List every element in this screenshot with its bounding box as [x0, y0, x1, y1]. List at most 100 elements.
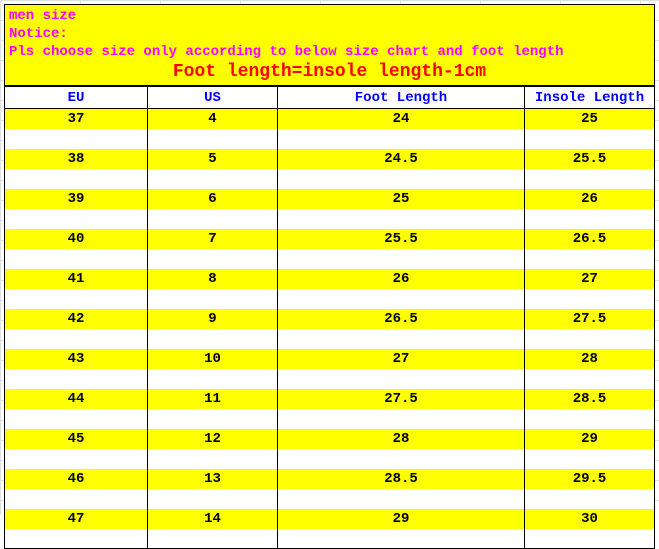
table-row: 43102728 [5, 349, 655, 369]
stripe-cell [525, 129, 655, 149]
stripe-cell [148, 409, 278, 429]
table-cell: 8 [148, 269, 278, 289]
stripe-row [5, 169, 655, 189]
table-cell: 38 [5, 149, 148, 169]
stripe-cell [278, 129, 525, 149]
stripe-cell [5, 529, 148, 549]
table-cell: 28.5 [525, 389, 655, 409]
stripe-cell [525, 489, 655, 509]
stripe-cell [148, 489, 278, 509]
table-cell: 26.5 [278, 309, 525, 329]
stripe-cell [5, 449, 148, 469]
table-body: 3742425 38524.525.5 3962526 40725.526.5 … [5, 109, 655, 549]
stripe-cell [525, 449, 655, 469]
stripe-row [5, 329, 655, 349]
stripe-row [5, 369, 655, 389]
table-cell: 24 [278, 109, 525, 129]
stripe-cell [5, 489, 148, 509]
table-cell: 40 [5, 229, 148, 249]
table-cell: 9 [148, 309, 278, 329]
stripe-cell [278, 529, 525, 549]
stripe-row [5, 129, 655, 149]
stripe-row [5, 489, 655, 509]
table-cell: 29 [525, 429, 655, 449]
stripe-cell [5, 409, 148, 429]
stripe-cell [278, 409, 525, 429]
stripe-row [5, 449, 655, 469]
stripe-cell [525, 209, 655, 229]
stripe-cell [525, 289, 655, 309]
stripe-cell [525, 369, 655, 389]
table-cell: 29.5 [525, 469, 655, 489]
formula-line: Foot length=insole length-1cm [9, 61, 650, 83]
stripe-cell [148, 249, 278, 269]
table-cell: 13 [148, 469, 278, 489]
table-cell: 26.5 [525, 229, 655, 249]
stripe-cell [148, 289, 278, 309]
table-cell: 42 [5, 309, 148, 329]
stripe-cell [5, 209, 148, 229]
table-cell: 26 [525, 189, 655, 209]
table-cell: 43 [5, 349, 148, 369]
stripe-row [5, 529, 655, 549]
table-cell: 7 [148, 229, 278, 249]
table-row: 441127.528.5 [5, 389, 655, 409]
stripe-cell [525, 409, 655, 429]
table-cell: 29 [278, 509, 525, 529]
table-cell: 37 [5, 109, 148, 129]
table-cell: 46 [5, 469, 148, 489]
stripe-cell [148, 369, 278, 389]
table-row: 47142930 [5, 509, 655, 529]
table-cell: 12 [148, 429, 278, 449]
stripe-cell [278, 289, 525, 309]
stripe-cell [278, 329, 525, 349]
stripe-cell [5, 249, 148, 269]
table-cell: 5 [148, 149, 278, 169]
stripe-cell [278, 489, 525, 509]
stripe-cell [5, 369, 148, 389]
table-cell: 28.5 [278, 469, 525, 489]
table-cell: 27.5 [278, 389, 525, 409]
table-cell: 25 [525, 109, 655, 129]
table-cell: 6 [148, 189, 278, 209]
stripe-cell [278, 209, 525, 229]
stripe-cell [5, 129, 148, 149]
table-cell: 14 [148, 509, 278, 529]
stripe-cell [278, 449, 525, 469]
size-chart-table: EU US Foot Length Insole Length 3742425 … [4, 86, 655, 549]
table-cell: 39 [5, 189, 148, 209]
table-cell: 27.5 [525, 309, 655, 329]
table-cell: 25 [278, 189, 525, 209]
table-cell: 11 [148, 389, 278, 409]
table-cell: 25.5 [278, 229, 525, 249]
title-line: men size [9, 7, 650, 25]
table-cell: 10 [148, 349, 278, 369]
table-cell: 4 [148, 109, 278, 129]
notice-text: Pls choose size only according to below … [9, 43, 650, 61]
stripe-cell [525, 529, 655, 549]
table-cell: 47 [5, 509, 148, 529]
table-cell: 24.5 [278, 149, 525, 169]
stripe-cell [148, 449, 278, 469]
table-cell: 27 [525, 269, 655, 289]
table-header-row: EU US Foot Length Insole Length [5, 87, 655, 109]
col-header-insole: Insole Length [525, 87, 655, 109]
stripe-cell [525, 249, 655, 269]
col-header-eu: EU [5, 87, 148, 109]
table-row: 3962526 [5, 189, 655, 209]
stripe-cell [525, 329, 655, 349]
table-cell: 30 [525, 509, 655, 529]
table-row: 42926.527.5 [5, 309, 655, 329]
stripe-cell [278, 249, 525, 269]
stripe-row [5, 409, 655, 429]
table-cell: 28 [525, 349, 655, 369]
stripe-cell [148, 169, 278, 189]
table-cell: 27 [278, 349, 525, 369]
header-block: men size Notice: Pls choose size only ac… [4, 4, 655, 86]
table-row: 4182627 [5, 269, 655, 289]
table-cell: 25.5 [525, 149, 655, 169]
table-cell: 28 [278, 429, 525, 449]
table-row: 461328.529.5 [5, 469, 655, 489]
col-header-us: US [148, 87, 278, 109]
size-chart-content: men size Notice: Pls choose size only ac… [0, 0, 659, 549]
